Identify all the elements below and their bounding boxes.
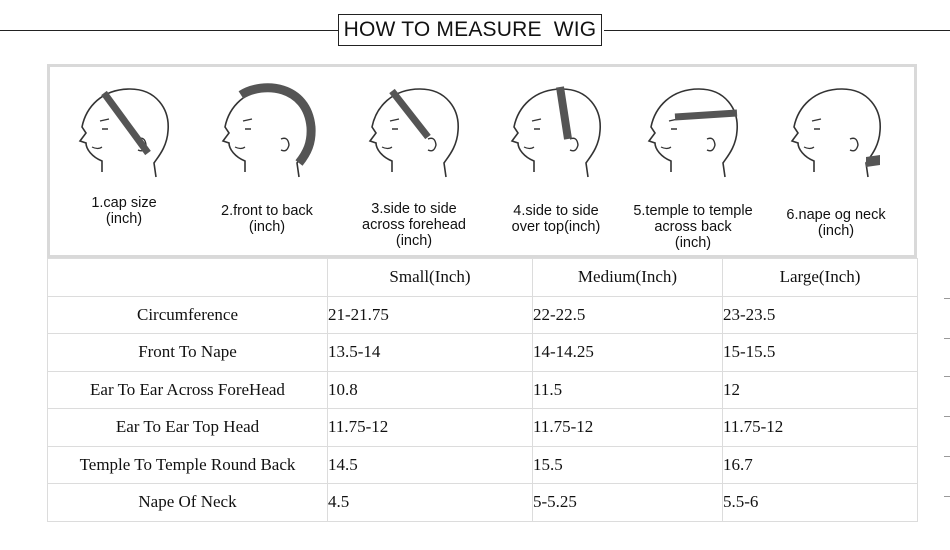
- table-row: Ear To Ear Across ForeHead 10.8 11.5 12: [47, 370, 918, 409]
- large-value: 16.7: [722, 445, 918, 484]
- row-label: Ear To Ear Across ForeHead: [47, 370, 328, 409]
- figure-cap-size: 1.cap size (inch): [54, 67, 194, 255]
- figure-temple-to-temple: 5.temple to temple across back (inch): [623, 67, 763, 255]
- measurement-figures-panel: 1.cap size (inch) 2.front to back (inch)…: [47, 64, 917, 258]
- column-header-medium: Medium(Inch): [532, 258, 723, 297]
- row-label: Nape Of Neck: [47, 483, 328, 522]
- figure-caption: 3.side to side across forehead (inch): [362, 201, 466, 249]
- figure-caption: 4.side to side over top(inch): [511, 203, 601, 235]
- figure-caption: 5.temple to temple across back (inch): [633, 203, 753, 251]
- table-header-row: Small(Inch) Medium(Inch) Large(Inch): [47, 258, 918, 297]
- title-rule-right: [604, 30, 950, 31]
- column-header-blank: [47, 258, 328, 297]
- row-label: Temple To Temple Round Back: [47, 445, 328, 484]
- edge-tick: [944, 496, 950, 497]
- figure-nape-of-neck: 6.nape og neck (inch): [766, 67, 906, 255]
- medium-value: 5-5.25: [532, 483, 723, 522]
- small-value: 13.5-14: [327, 333, 533, 372]
- medium-value: 11.75-12: [532, 408, 723, 447]
- row-label: Front To Nape: [47, 333, 328, 372]
- table-row: Circumference 21-21.75 22-22.5 23-23.5: [47, 295, 918, 334]
- small-value: 21-21.75: [327, 295, 533, 334]
- size-table: Small(Inch) Medium(Inch) Large(Inch) Cir…: [47, 258, 918, 522]
- row-label: Ear To Ear Top Head: [47, 408, 328, 447]
- medium-value: 11.5: [532, 370, 723, 409]
- table-row: Nape Of Neck 4.5 5-5.25 5.5-6: [47, 483, 918, 522]
- column-header-large: Large(Inch): [722, 258, 918, 297]
- large-value: 5.5-6: [722, 483, 918, 522]
- column-header-small: Small(Inch): [327, 258, 533, 297]
- head-side-to-side-forehead-icon: [368, 88, 459, 178]
- figure-front-to-back: 2.front to back (inch): [197, 67, 337, 255]
- small-value: 14.5: [327, 445, 533, 484]
- head-side-to-side-top-icon: [510, 86, 601, 178]
- figure-caption: 2.front to back (inch): [221, 203, 313, 235]
- figure-side-to-side-forehead: 3.side to side across forehead (inch): [344, 67, 484, 255]
- edge-tick: [944, 376, 950, 377]
- table-row: Ear To Ear Top Head 11.75-12 11.75-12 11…: [47, 408, 918, 447]
- page-title: HOW TO MEASURE WIG: [338, 14, 602, 46]
- large-value: 11.75-12: [722, 408, 918, 447]
- head-temple-to-temple-icon: [647, 88, 738, 178]
- table-row: Temple To Temple Round Back 14.5 15.5 16…: [47, 445, 918, 484]
- figure-caption: 6.nape og neck (inch): [786, 207, 886, 239]
- size-chart: Small(Inch) Medium(Inch) Large(Inch) Cir…: [47, 258, 918, 540]
- large-value: 15-15.5: [722, 333, 918, 372]
- head-nape-of-neck-icon: [790, 88, 881, 178]
- head-cap-size-icon: [78, 88, 169, 178]
- edge-tick: [944, 338, 950, 339]
- small-value: 10.8: [327, 370, 533, 409]
- head-front-to-back-icon: [221, 83, 316, 178]
- medium-value: 22-22.5: [532, 295, 723, 334]
- medium-value: 15.5: [532, 445, 723, 484]
- small-value: 11.75-12: [327, 408, 533, 447]
- small-value: 4.5: [327, 483, 533, 522]
- edge-tick: [944, 416, 950, 417]
- edge-tick: [944, 456, 950, 457]
- title-rule-left: [0, 30, 338, 31]
- large-value: 23-23.5: [722, 295, 918, 334]
- table-row: Front To Nape 13.5-14 14-14.25 15-15.5: [47, 333, 918, 372]
- large-value: 12: [722, 370, 918, 409]
- figure-caption: 1.cap size (inch): [91, 195, 157, 227]
- figure-side-to-side-top: 4.side to side over top(inch): [486, 67, 626, 255]
- medium-value: 14-14.25: [532, 333, 723, 372]
- row-label: Circumference: [47, 295, 328, 334]
- edge-tick: [944, 298, 950, 299]
